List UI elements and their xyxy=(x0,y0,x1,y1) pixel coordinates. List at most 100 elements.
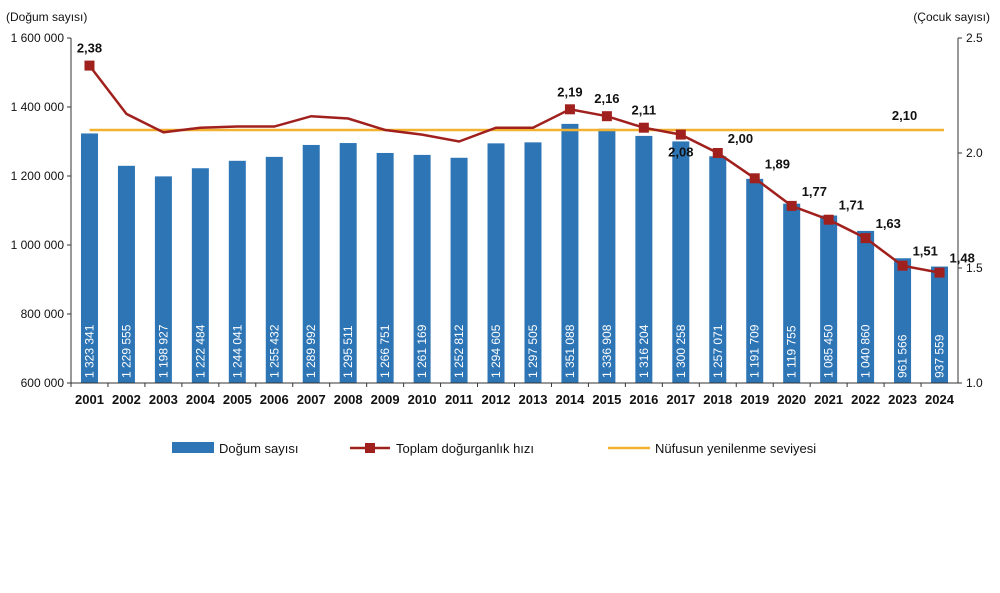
bar-2004 xyxy=(191,168,209,383)
bar-2005 xyxy=(228,160,246,383)
bar-value-label-2002: 1 229 555 xyxy=(119,324,133,378)
bar-2013 xyxy=(524,142,542,383)
bar-value-label-2022: 1 040 860 xyxy=(859,324,873,378)
x-tick-label-2002: 2002 xyxy=(112,392,141,407)
tfr-line xyxy=(88,64,940,274)
tfr-value-label-2020: 1,77 xyxy=(802,184,827,199)
x-tick-label-2004: 2004 xyxy=(186,392,216,407)
tfr-value-label-2017: 2,08 xyxy=(668,145,693,160)
axes-layer: 600 000 800 000 1 000 000 1 200 000 1 400 00… xyxy=(11,31,983,407)
bar-2009 xyxy=(376,152,394,383)
replacement-level-label: 2,10 xyxy=(892,108,917,123)
legend-label-tfr: Toplam doğurganlık hızı xyxy=(396,441,534,456)
bar-value-label-2016: 1 316 204 xyxy=(637,324,651,378)
left-axis-title: (Doğum sayısı) xyxy=(6,10,87,24)
x-tick-label-2012: 2012 xyxy=(482,392,511,407)
tfr-value-label-2014: 2,19 xyxy=(557,84,582,99)
bar-value-label-2012: 1 294 605 xyxy=(489,324,503,378)
right-tick-label: 2.0 xyxy=(966,146,983,160)
bar-2016 xyxy=(635,135,653,383)
x-tick-label-2009: 2009 xyxy=(371,392,400,407)
bar-value-label-2007: 1 289 992 xyxy=(304,324,318,378)
bar-value-label-2008: 1 295 511 xyxy=(341,325,355,378)
bar-2003 xyxy=(154,176,172,383)
bar-value-label-2018: 1 257 071 xyxy=(711,324,725,378)
tfr-marker-2016 xyxy=(638,122,649,133)
bar-2001 xyxy=(80,133,98,383)
bar-2012 xyxy=(487,143,505,383)
legend-swatch-births xyxy=(172,442,214,453)
tfr-value-label-2023: 1,51 xyxy=(913,244,938,259)
left-tick-label: 1 400 000 xyxy=(11,100,65,114)
tfr-value-label-2024: 1,48 xyxy=(950,251,975,266)
bar-2020 xyxy=(783,203,801,383)
x-tick-label-2005: 2005 xyxy=(223,392,252,407)
bar-value-label-2021: 1 085 450 xyxy=(822,324,836,378)
legend-swatch-tfr-marker xyxy=(365,443,375,453)
bar-value-label-2001: 1 323 341 xyxy=(82,324,96,378)
x-tick-label-2014: 2014 xyxy=(555,392,585,407)
tfr-value-label-2001: 2,38 xyxy=(77,41,102,56)
tfr-value-label-2016: 2,11 xyxy=(632,103,657,118)
x-tick-label-2013: 2013 xyxy=(519,392,548,407)
x-tick-label-2011: 2011 xyxy=(445,392,473,407)
bars-layer: 1 323 341 1 229 555 1 198 927 1 222 484 1 24… xyxy=(80,123,949,384)
left-tick-label: 1 200 000 xyxy=(11,169,65,183)
bar-2018 xyxy=(709,156,727,383)
left-tick-label: 1 000 000 xyxy=(11,238,65,252)
bar-2002 xyxy=(117,165,135,383)
bar-value-label-2024: 937 559 xyxy=(933,334,947,378)
bar-2007 xyxy=(302,144,320,383)
bar-value-label-2017: 1 300 258 xyxy=(674,324,688,378)
bar-value-label-2010: 1 261 169 xyxy=(415,324,429,378)
bar-2022 xyxy=(857,230,875,383)
bar-value-label-2003: 1 198 927 xyxy=(156,324,170,378)
bar-value-label-2015: 1 336 908 xyxy=(600,324,614,378)
x-tick-label-2023: 2023 xyxy=(888,392,917,407)
x-tick-label-2019: 2019 xyxy=(740,392,769,407)
x-tick-label-2003: 2003 xyxy=(149,392,178,407)
bar-value-label-2009: 1 266 751 xyxy=(378,324,392,378)
tfr-marker-2001 xyxy=(84,60,95,71)
bar-2019 xyxy=(746,178,764,383)
tfr-marker-2020 xyxy=(786,200,797,211)
bar-2017 xyxy=(672,141,690,383)
tfr-value-label-2022: 1,63 xyxy=(876,216,901,231)
bar-value-label-2020: 1 119 755 xyxy=(785,325,799,378)
right-tick-label: 1.5 xyxy=(966,261,983,275)
tfr-marker-2017 xyxy=(675,129,686,140)
tfr-value-label-2015: 2,16 xyxy=(594,91,619,106)
tfr-value-label-2018: 2,00 xyxy=(728,131,753,146)
left-tick-label: 1 600 000 xyxy=(11,31,65,45)
x-tick-label-2015: 2015 xyxy=(592,392,621,407)
tfr-marker-2021 xyxy=(823,214,834,225)
tfr-marker-2022 xyxy=(860,233,871,244)
bar-2021 xyxy=(820,215,838,383)
x-tick-label-2016: 2016 xyxy=(629,392,658,407)
right-tick-label: 1.0 xyxy=(966,376,983,390)
bar-2023 xyxy=(894,258,912,383)
left-tick-label: 600 000 xyxy=(21,376,65,390)
legend: Doğum sayısı Toplam doğurganlık hızı Nüf… xyxy=(172,441,816,456)
tfr-marker-2019 xyxy=(749,173,760,184)
bar-2006 xyxy=(265,156,283,383)
bar-2024 xyxy=(931,266,949,383)
bar-2010 xyxy=(413,154,431,383)
bar-value-label-2005: 1 244 041 xyxy=(230,324,244,378)
x-tick-label-2007: 2007 xyxy=(297,392,326,407)
legend-label-births: Doğum sayısı xyxy=(219,441,298,456)
x-tick-label-2008: 2008 xyxy=(334,392,363,407)
x-tick-label-2018: 2018 xyxy=(703,392,732,407)
x-tick-label-2020: 2020 xyxy=(777,392,806,407)
legend-label-replacement: Nüfusun yenilenme seviyesi xyxy=(655,441,816,456)
tfr-value-label-2019: 1,89 xyxy=(765,156,790,171)
bar-value-label-2013: 1 297 505 xyxy=(526,324,540,378)
bar-value-label-2019: 1 191 709 xyxy=(748,324,762,378)
bar-value-label-2011: 1 252 812 xyxy=(452,324,466,378)
bar-value-label-2023: 961 566 xyxy=(896,334,910,378)
x-tick-label-2006: 2006 xyxy=(260,392,289,407)
bar-value-label-2006: 1 255 432 xyxy=(267,324,281,378)
right-axis-title: (Çocuk sayısı) xyxy=(913,10,990,24)
